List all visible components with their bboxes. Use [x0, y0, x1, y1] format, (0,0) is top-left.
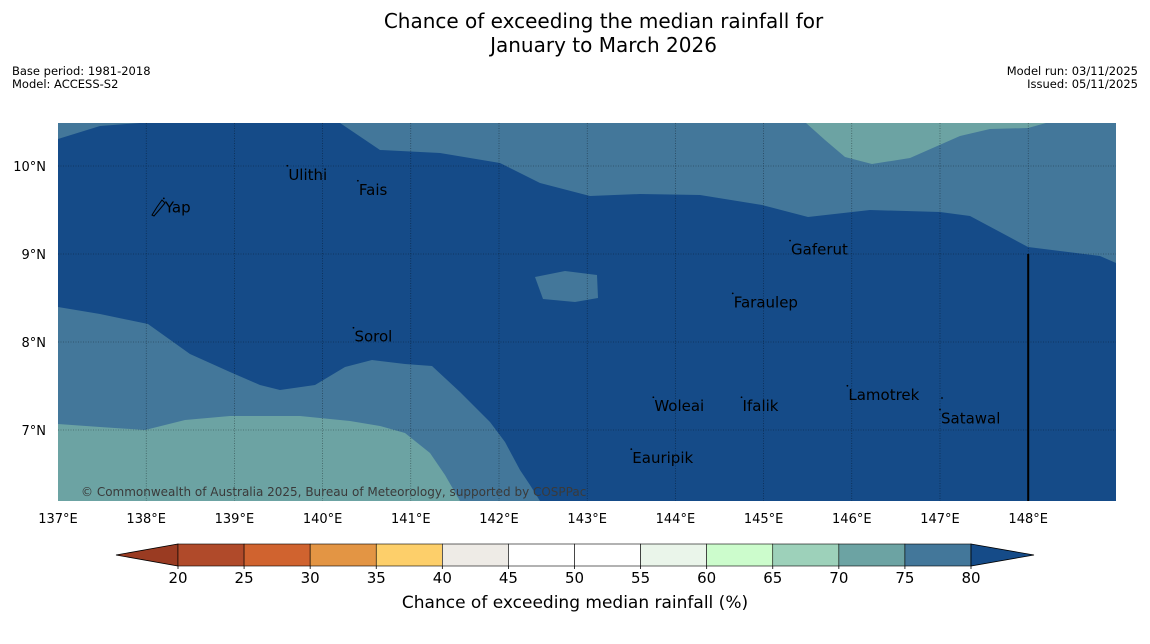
place-marker: [630, 448, 633, 451]
lon-tick-label: 145°E: [744, 512, 784, 527]
colorbar-segment: [309, 543, 377, 567]
colorbar-under-extend: [115, 543, 179, 567]
colorbar-segment: [243, 543, 311, 567]
colorbar-segment: [177, 543, 245, 567]
copyright-text: © Commonwealth of Australia 2025, Bureau…: [81, 485, 586, 499]
place-label: Eauripik: [632, 449, 693, 467]
lon-tick-label: 142°E: [479, 512, 519, 527]
place-label: Woleai: [654, 397, 704, 415]
place-marker: [846, 384, 849, 387]
colorbar-tick-label: 50: [565, 569, 584, 587]
place-label: Ifalik: [743, 397, 779, 415]
meta-left: Base period: 1981-2018 Model: ACCESS-S2: [12, 65, 151, 91]
place-label: Gaferut: [791, 241, 848, 259]
colorbar-tick-label: 35: [367, 569, 386, 587]
place-label: Sorol: [354, 328, 392, 346]
lon-tick-label: 144°E: [656, 512, 696, 527]
colorbar-tick-label: 45: [499, 569, 518, 587]
place-labels: Yap Ulithi Fais Gaferut Faraulep Sorol Woleai I…: [162, 164, 1000, 467]
colorbar-segment: [574, 543, 641, 567]
place-label: Lamotrek: [848, 386, 919, 404]
graticule: [58, 123, 1116, 501]
issued-text: Issued: 05/11/2025: [1027, 77, 1138, 91]
colorbar-segment: [706, 543, 774, 567]
lon-tick-label: 143°E: [567, 512, 607, 527]
base-period-text: Base period: 1981-2018: [12, 64, 151, 78]
lon-tick-label: 146°E: [832, 512, 872, 527]
lat-tick-label: 7°N: [22, 424, 47, 439]
meta-right: Model run: 03/11/2025 Issued: 05/11/2025: [1007, 65, 1138, 91]
latitude-ticks: 10°N 9°N 8°N 7°N: [13, 160, 46, 439]
lat-tick-label: 10°N: [13, 160, 46, 175]
lon-tick-label: 138°E: [126, 512, 166, 527]
lat-tick-label: 8°N: [22, 336, 47, 351]
place-marker: [286, 164, 289, 167]
place-marker: [352, 326, 355, 329]
colorbar-tick-label: 80: [961, 569, 980, 587]
zone-75-80-patch: [535, 271, 598, 302]
place-label: Satawal: [941, 410, 1000, 428]
model-run-text: Model run: 03/11/2025: [1006, 64, 1138, 78]
zone-70-75-north: [806, 123, 1116, 164]
place-marker: [731, 292, 734, 295]
colorbar-tick-label: 70: [829, 569, 848, 587]
place-label: Faraulep: [734, 293, 798, 311]
colorbar-tick-label: 20: [168, 569, 187, 587]
place-marker: [740, 396, 743, 399]
title-line-1: Chance of exceeding the median rainfall …: [383, 9, 824, 33]
place-marker: [162, 197, 165, 200]
lon-tick-label: 140°E: [303, 512, 343, 527]
place-marker: [789, 239, 791, 242]
zone-70-75-south: [58, 416, 460, 501]
colorbar-segment: [508, 543, 575, 567]
colorbar-segment: [640, 543, 707, 567]
colorbar: 20 25 30 35 40 45 50 55 60 65 70 75 80: [115, 543, 1035, 587]
map-title: Chance of exceeding the median rainfall …: [0, 9, 1150, 57]
title-line-2: January to March 2026: [490, 33, 717, 57]
map-zones: [58, 123, 1116, 501]
colorbar-segment: [442, 543, 509, 567]
place-marker: [356, 179, 359, 182]
place-marker: [652, 396, 655, 399]
colorbar-tick-label: 60: [697, 569, 716, 587]
lon-tick-label: 137°E: [38, 512, 78, 527]
colorbar-over-extend: [970, 543, 1035, 567]
colorbar-segment: [375, 543, 443, 567]
lon-tick-label: 148°E: [1008, 512, 1048, 527]
colorbar-segment: [904, 543, 972, 567]
yap-island-outline: [151, 199, 166, 217]
lon-tick-label: 147°E: [920, 512, 960, 527]
lat-tick-label: 9°N: [22, 248, 47, 263]
place-label: Yap: [164, 198, 191, 216]
colorbar-segment: [838, 543, 906, 567]
place-marker: [939, 408, 941, 411]
lon-tick-label: 141°E: [391, 512, 431, 527]
longitude-ticks: 137°E 138°E 139°E 140°E 141°E 142°E 143°E 144°E…: [38, 512, 1048, 527]
colorbar-tick-label: 40: [433, 569, 452, 587]
colorbar-tick-label: 30: [301, 569, 320, 587]
place-label: Fais: [359, 181, 388, 199]
lon-tick-label: 139°E: [215, 512, 255, 527]
colorbar-label: Chance of exceeding median rainfall (%): [401, 593, 749, 613]
place-label: Ulithi: [288, 166, 327, 184]
model-text: Model: ACCESS-S2: [12, 77, 119, 91]
colorbar-tick-label: 25: [235, 569, 254, 587]
colorbar-tick-label: 75: [895, 569, 914, 587]
colorbar-segment: [772, 543, 840, 567]
islet-marker: [941, 397, 943, 399]
colorbar-tick-label: 65: [763, 569, 782, 587]
colorbar-tick-label: 55: [631, 569, 650, 587]
